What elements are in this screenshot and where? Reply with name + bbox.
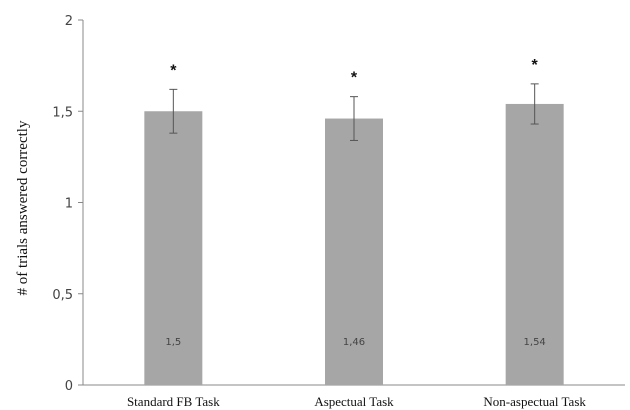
y-tick-label: 2 (65, 14, 73, 29)
error-bar (169, 88, 178, 134)
x-category-label: Standard FB Task (127, 394, 220, 409)
bar-value-label: 1,5 (165, 337, 181, 348)
y-ticks: 0 0,5 1 1,5 2 (52, 14, 83, 394)
significance-mark: * (532, 57, 539, 74)
y-tick-label: 0,5 (52, 288, 73, 303)
error-bars (169, 83, 539, 141)
bars (144, 103, 564, 386)
bar-value-label: 1,54 (524, 337, 546, 348)
bar-value-label: 1,46 (343, 337, 365, 348)
y-tick-label: 0 (65, 379, 73, 394)
y-tick-label: 1 (65, 197, 73, 212)
y-tick-label: 1,5 (52, 105, 73, 120)
x-category-label: Non-aspectual Task (483, 394, 586, 409)
significance-mark: * (351, 70, 358, 87)
error-bar (350, 96, 358, 141)
bar (144, 111, 203, 385)
error-bar (530, 83, 539, 125)
y-axis-title: # of trials answered correctly (15, 120, 31, 295)
x-category-label: Aspectual Task (314, 394, 394, 409)
bar-labels: * 1,5 Standard FB Task * 1,46 Aspectual Task *… (127, 57, 586, 409)
significance-mark: * (170, 62, 177, 79)
bar (325, 118, 383, 386)
bar (505, 103, 564, 385)
